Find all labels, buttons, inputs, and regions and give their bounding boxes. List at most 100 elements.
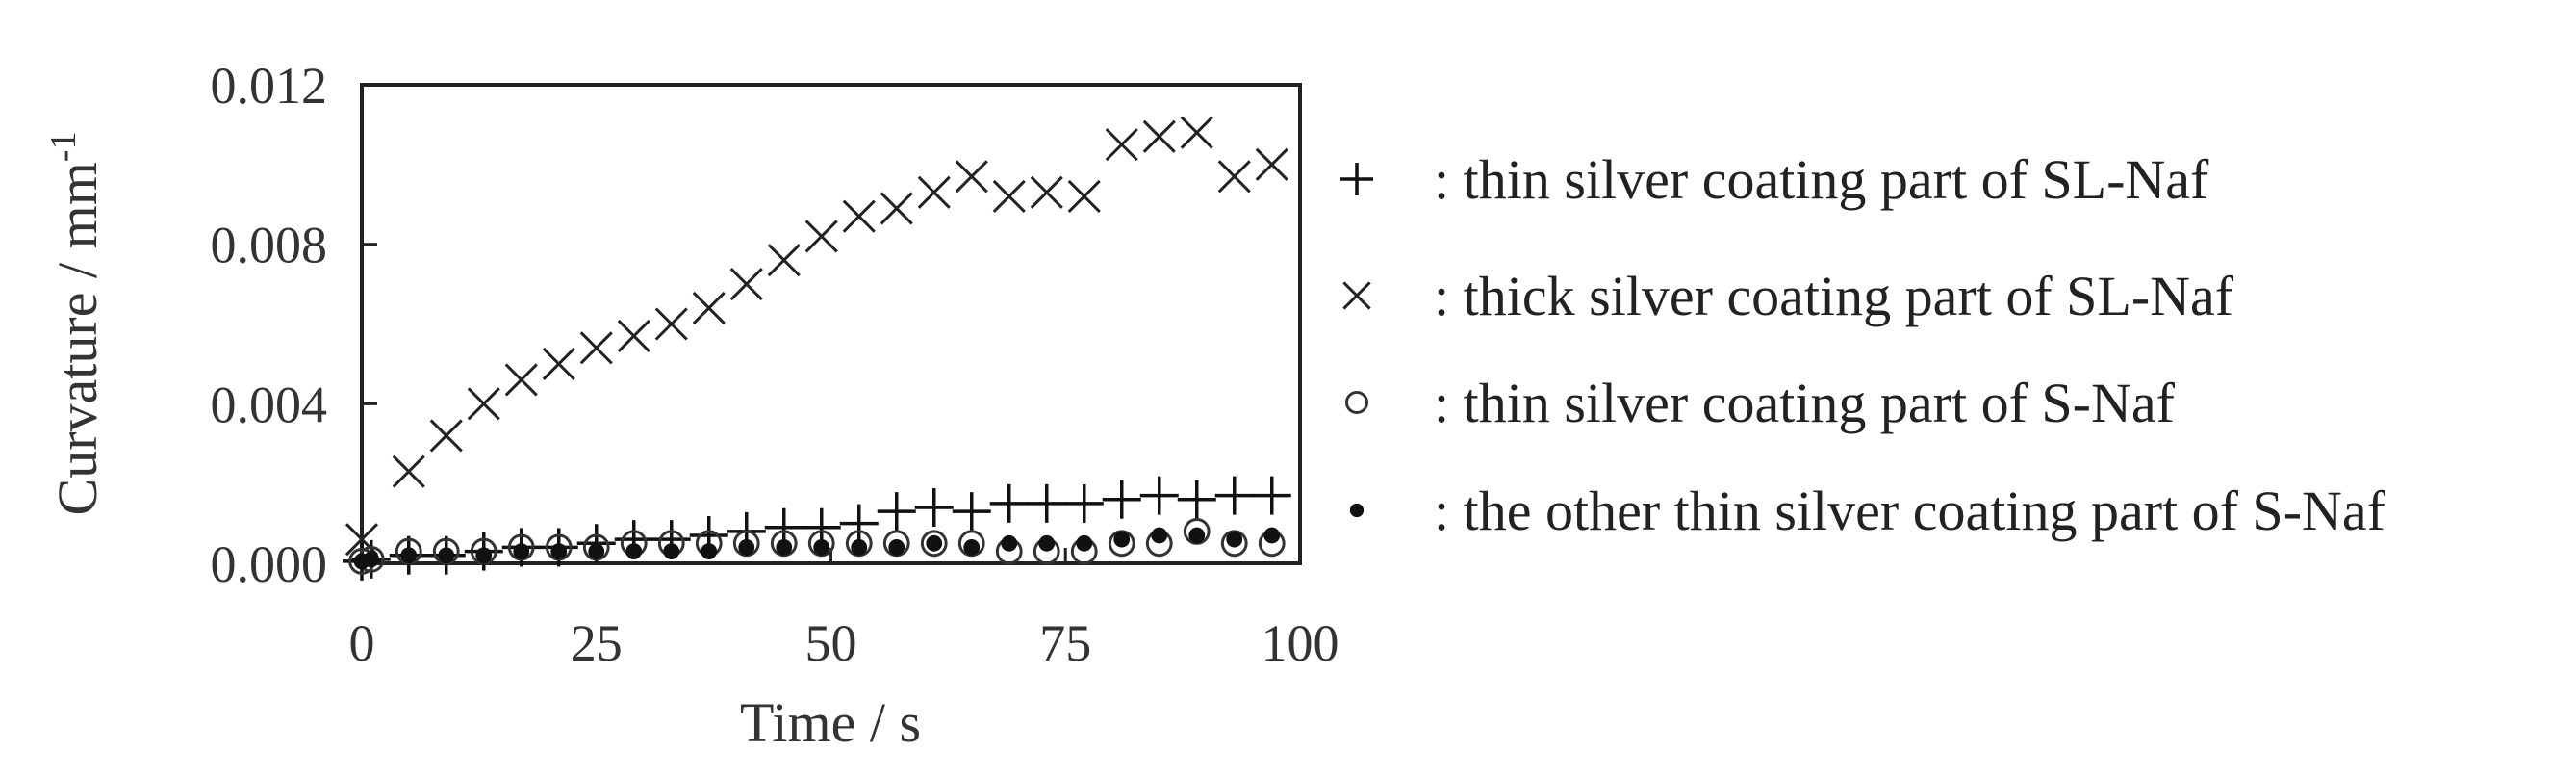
data-point-circle-ring xyxy=(920,530,948,558)
data-point-dot-fill xyxy=(363,551,380,568)
data-point-plus xyxy=(989,483,1029,523)
data-point-dot xyxy=(1113,531,1131,548)
data-point-cross xyxy=(880,192,913,225)
legend: : thin silver coating part of SL-Naf : th… xyxy=(1340,148,2386,542)
data-point-dot xyxy=(1038,534,1056,552)
data-point-dot-fill xyxy=(1188,527,1206,544)
data-point-dot-fill xyxy=(851,539,868,556)
x-tick-label: 75 xyxy=(1039,614,1091,672)
data-point-plus xyxy=(914,488,954,528)
legend-marker-dot xyxy=(1349,503,1365,518)
series-dot xyxy=(353,527,1281,570)
x-tick-label: 0 xyxy=(349,614,375,672)
legend-item: : thin silver coating part of SL-Naf xyxy=(1340,148,2209,211)
y-axis-title: Curvature / mm-1 xyxy=(43,132,109,516)
data-point-dot-fill xyxy=(963,539,981,556)
x-tick-label: 100 xyxy=(1262,614,1339,672)
data-point-dot-fill xyxy=(1076,534,1093,552)
legend-label: : the other thin silver coating part of … xyxy=(1434,480,2386,542)
data-point-cross xyxy=(579,331,613,365)
legend-label: : thick silver coating part of SL-Naf xyxy=(1434,265,2234,327)
data-point-dot-fill xyxy=(1038,534,1056,552)
series-cross xyxy=(344,116,1288,557)
data-point-dot-fill xyxy=(513,543,530,559)
legend-marker-dot-fill xyxy=(1349,503,1365,518)
legend-item: : the other thin silver coating part of … xyxy=(1349,480,2386,542)
data-point-cross-b xyxy=(467,387,500,421)
data-point-dot-fill xyxy=(926,534,943,552)
data-markers xyxy=(343,116,1291,581)
data-point-cross xyxy=(1067,179,1101,214)
data-point-cross xyxy=(955,160,988,194)
data-point-dot xyxy=(851,539,868,556)
y-axis-ticks: 0.000 0.004 0.008 0.012 xyxy=(211,57,377,593)
data-point-cross xyxy=(429,419,463,453)
data-point-cross-b xyxy=(1217,160,1251,194)
data-point-cross xyxy=(992,179,1026,214)
legend-marker-cross xyxy=(1342,281,1371,310)
data-point-dot xyxy=(1001,534,1018,552)
data-point-dot xyxy=(550,543,568,559)
data-point-plus xyxy=(1027,483,1066,523)
data-point-dot xyxy=(701,543,718,559)
data-point-dot-fill xyxy=(1151,527,1168,544)
data-point-dot-fill xyxy=(438,547,455,564)
data-point-cross xyxy=(617,319,650,352)
data-point-cross xyxy=(1030,175,1063,209)
data-point-cross-b xyxy=(504,363,538,397)
data-point-cross-b xyxy=(1067,179,1101,214)
legend-marker-circle-ring xyxy=(1344,390,1369,415)
data-point-dot-fill xyxy=(1113,531,1131,548)
data-point-cross-b xyxy=(767,244,801,277)
data-point-circle xyxy=(920,530,948,558)
data-point-dot-fill xyxy=(400,547,418,564)
data-point-plus xyxy=(1214,476,1254,515)
data-point-dot xyxy=(475,547,493,564)
data-point-plus xyxy=(1064,483,1104,523)
data-point-dot xyxy=(738,539,755,556)
data-point-cross-b xyxy=(917,175,951,209)
data-point-plus xyxy=(877,492,916,532)
data-point-cross-b xyxy=(1255,147,1288,181)
data-point-plus xyxy=(952,492,991,532)
legend-label: : thin silver coating part of SL-Naf xyxy=(1434,148,2209,211)
data-point-dot xyxy=(400,547,418,564)
data-point-cross-b xyxy=(1180,116,1213,149)
data-point-cross xyxy=(344,523,379,557)
data-point-dot-fill xyxy=(1001,534,1018,552)
data-point-cross xyxy=(1142,119,1176,153)
x-tick-label: 25 xyxy=(571,614,623,672)
data-point-dot xyxy=(1226,531,1243,548)
data-point-cross-b xyxy=(429,419,463,453)
data-point-cross xyxy=(467,387,500,421)
data-point-cross-b xyxy=(842,199,876,233)
data-point-dot-fill xyxy=(813,539,830,556)
data-point-plus xyxy=(1139,476,1179,515)
data-point-dot-fill xyxy=(888,539,905,556)
data-point-cross xyxy=(804,220,838,253)
data-point-dot-fill xyxy=(701,543,718,559)
data-point-dot-fill xyxy=(625,543,643,559)
legend-marker-cross-b xyxy=(1342,281,1371,310)
data-point-cross-b xyxy=(1105,128,1138,162)
data-point-cross-b xyxy=(617,319,650,352)
data-point-cross xyxy=(504,363,538,397)
legend-marker-circle xyxy=(1344,390,1369,415)
data-point-cross xyxy=(1217,160,1251,194)
y-axis-title-sup: -1 xyxy=(43,132,84,163)
data-point-cross-b xyxy=(880,192,913,225)
data-point-plus xyxy=(1102,480,1141,519)
data-point-dot xyxy=(438,547,455,564)
data-point-dot xyxy=(776,539,793,556)
data-point-dot xyxy=(663,543,680,559)
data-point-plus xyxy=(839,504,879,543)
data-point-dot xyxy=(1076,534,1093,552)
data-point-cross-b xyxy=(654,307,688,341)
data-point-dot-fill xyxy=(776,539,793,556)
data-point-dot xyxy=(1188,527,1206,544)
data-point-cross xyxy=(1105,128,1138,162)
data-point-cross xyxy=(542,347,575,380)
data-point-cross-b xyxy=(804,220,838,253)
data-point-cross xyxy=(392,454,425,488)
data-point-dot xyxy=(588,543,605,559)
